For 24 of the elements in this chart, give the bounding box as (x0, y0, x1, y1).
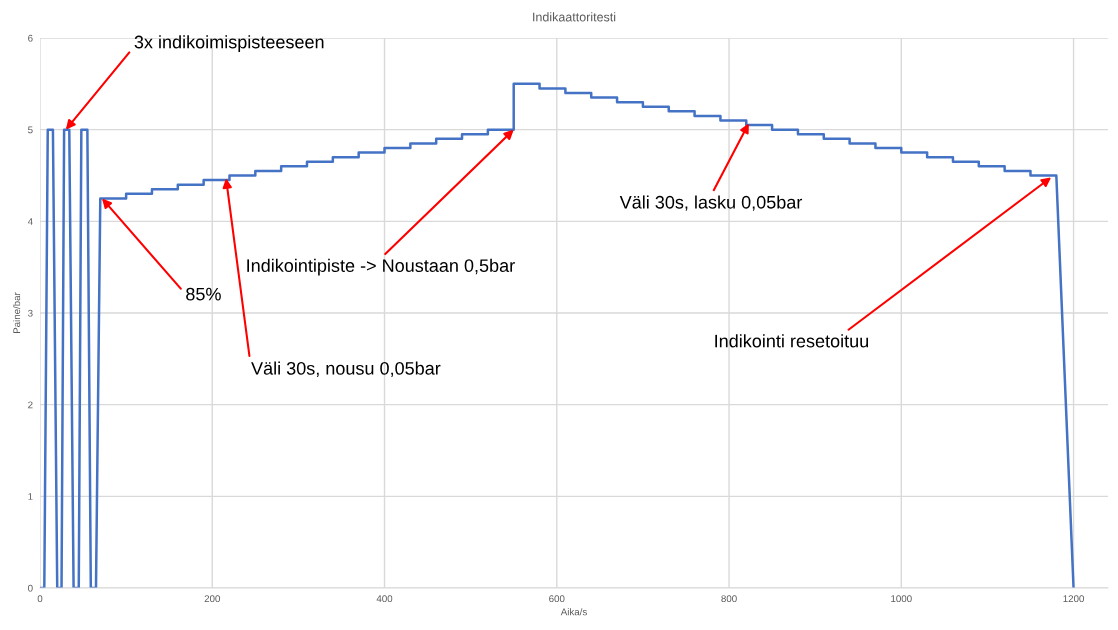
y-tick-label: 0 (28, 584, 33, 592)
annotation: 3x indikoimispisteeseen (134, 35, 324, 52)
chart-title: Indikaattoritesti (533, 12, 616, 22)
annotation: Indikointi resetoituu (715, 334, 869, 348)
y-tick-label: 4 (27, 218, 33, 225)
annotation: Väli 30s, lasku 0,05bar (619, 195, 803, 211)
y-tick-label: 1 (28, 493, 33, 500)
x-axis-title: Aika/s (560, 608, 587, 616)
annotation: 85% (186, 287, 221, 301)
line-series (40, 82, 1075, 588)
annotation: Indikointipiste -> Noustaan 0,5bar (247, 258, 515, 276)
y-tick-label: 2 (28, 401, 33, 409)
y-tick-label: 6 (28, 34, 33, 42)
annotation: Väli 30s, nousu 0,05bar (251, 361, 441, 377)
x-tick-label: 1000 (891, 595, 912, 603)
y-tick-label: 3 (28, 309, 33, 317)
x-tick-label: 1200 (1063, 595, 1084, 603)
x-tick-label: 0 (37, 595, 43, 603)
x-tick-label: 800 (721, 595, 737, 603)
y-axis-title: Paine/bar (13, 292, 21, 334)
y-tick-label: 5 (28, 126, 33, 134)
x-tick-label: 600 (549, 595, 565, 603)
x-tick-label: 400 (376, 595, 393, 603)
x-tick-label: 200 (204, 595, 220, 603)
